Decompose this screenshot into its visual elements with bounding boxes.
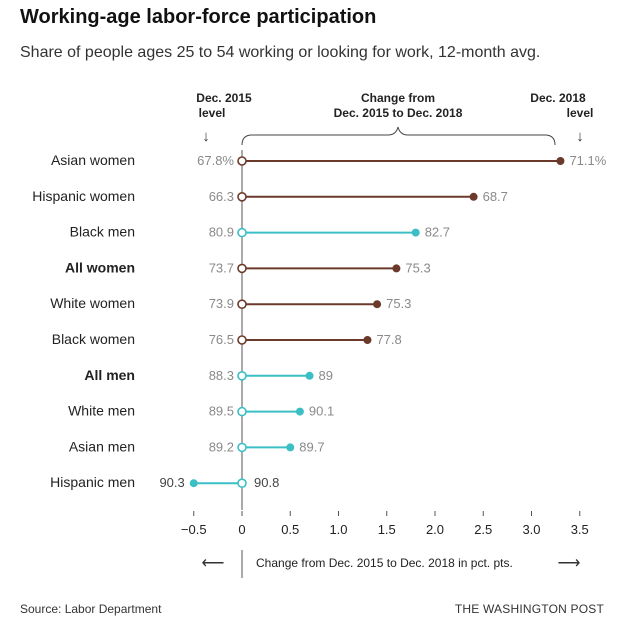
dec2018-value: 89 bbox=[319, 368, 333, 383]
left-annotation-line2: level bbox=[199, 106, 226, 120]
left-down-arrow: ↓ bbox=[202, 128, 210, 145]
row-label: White women bbox=[50, 295, 135, 311]
x-tick-label: 2.0 bbox=[426, 522, 444, 537]
axis-arrow-left: ⟵ bbox=[202, 555, 225, 572]
dec2015-value: 73.7 bbox=[209, 260, 234, 275]
x-tick-label: −0.5 bbox=[181, 522, 207, 537]
dec2015-dot bbox=[237, 299, 247, 310]
dec2015-dot bbox=[237, 406, 247, 417]
dec2018-dot bbox=[305, 371, 314, 380]
dec2018-value: 75.3 bbox=[386, 296, 411, 311]
dec2015-value: 89.2 bbox=[209, 439, 234, 454]
source-note: Source: Labor Department bbox=[20, 602, 162, 616]
right-annotation-line2: level bbox=[567, 106, 594, 120]
dec2018-value: 77.8 bbox=[376, 332, 401, 347]
mid-annotation-line1: Change from bbox=[361, 91, 435, 105]
dec2015-value: 89.5 bbox=[209, 404, 234, 419]
x-axis-label: Change from Dec. 2015 to Dec. 2018 in pc… bbox=[256, 556, 513, 570]
dec2015-value: 88.3 bbox=[209, 368, 234, 383]
x-axis-ticks: −0.5 0 0.5 1.0 1.5 2.0 2.5 3.0 3.5 bbox=[181, 511, 589, 537]
dec2018-dot bbox=[373, 300, 382, 309]
row-label: Hispanic women bbox=[32, 188, 135, 204]
brand-credit: THE WASHINGTON POST bbox=[454, 602, 604, 616]
dec2018-dot bbox=[286, 443, 295, 452]
dec2018-value: 68.7 bbox=[483, 189, 508, 204]
dec2015-dot bbox=[237, 192, 247, 202]
row-label: All men bbox=[84, 367, 135, 383]
dec2015-dot bbox=[237, 156, 247, 166]
right-down-arrow: ↓ bbox=[576, 128, 584, 145]
dec2015-dot bbox=[237, 370, 247, 381]
dot-range-chart: Dec. 2015 level ↓ Change from Dec. 2015 … bbox=[32, 91, 607, 578]
dec2015-value: 76.5 bbox=[209, 332, 234, 347]
dec2015-value: 90.8 bbox=[254, 475, 279, 490]
dec2015-value: 67.8% bbox=[197, 153, 234, 168]
dec2015-value: 66.3 bbox=[209, 189, 234, 204]
dec2018-value: 71.1% bbox=[569, 153, 606, 168]
mid-annotation-line2: Dec. 2015 to Dec. 2018 bbox=[334, 106, 463, 120]
row-label: Asian women bbox=[51, 152, 135, 168]
chart-title: Working-age labor-force participation bbox=[20, 6, 377, 28]
row-label: All women bbox=[65, 259, 135, 275]
dec2015-dot bbox=[237, 335, 247, 345]
x-tick-label: 3.5 bbox=[571, 522, 589, 537]
dec2018-dot bbox=[189, 479, 198, 488]
x-tick-label: 0 bbox=[238, 522, 245, 537]
dec2018-value: 90.3 bbox=[159, 475, 184, 490]
dec2018-value: 89.7 bbox=[299, 439, 324, 454]
x-tick-label: 0.5 bbox=[281, 522, 299, 537]
dec2015-value: 73.9 bbox=[209, 296, 234, 311]
dec2018-dot bbox=[295, 407, 304, 416]
axis-arrow-right: ⟶ bbox=[558, 555, 581, 572]
dec2018-value: 75.3 bbox=[405, 260, 430, 275]
chart-subtitle: Share of people ages 25 to 54 working or… bbox=[20, 44, 541, 61]
x-tick-label: 3.0 bbox=[522, 522, 540, 537]
dec2015-dot bbox=[237, 227, 247, 238]
x-tick-label: 1.5 bbox=[378, 522, 396, 537]
dec2018-dot bbox=[363, 336, 372, 344]
row-label: Asian men bbox=[69, 438, 135, 454]
row-label: White men bbox=[68, 403, 135, 419]
dec2018-dot bbox=[469, 192, 478, 201]
chart-rows: Asian women 67.8% 71.1% Hispanic women 66.3 6… bbox=[32, 152, 606, 490]
x-tick-label: 2.5 bbox=[474, 522, 492, 537]
change-bracket bbox=[241, 126, 556, 146]
dec2015-dot bbox=[237, 442, 247, 453]
dec2018-value: 90.1 bbox=[309, 404, 334, 419]
dec2018-value: 82.7 bbox=[425, 225, 450, 240]
x-tick-label: 1.0 bbox=[329, 522, 347, 537]
dec2015-dot bbox=[237, 478, 247, 489]
dec2018-dot bbox=[411, 228, 420, 237]
dec2018-dot bbox=[392, 264, 401, 273]
dec2015-dot bbox=[237, 263, 247, 274]
left-annotation-line1: Dec. 2015 bbox=[196, 91, 252, 105]
right-annotation-line1: Dec. 2018 bbox=[530, 91, 586, 105]
row-label: Hispanic men bbox=[50, 474, 135, 490]
dec2015-value: 80.9 bbox=[209, 225, 234, 240]
dec2018-dot bbox=[556, 157, 565, 165]
row-label: Black women bbox=[52, 331, 135, 347]
row-label: Black men bbox=[70, 224, 135, 240]
